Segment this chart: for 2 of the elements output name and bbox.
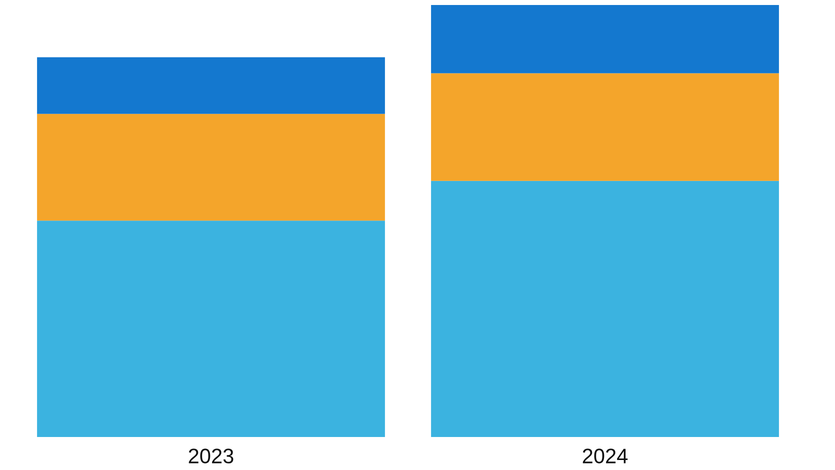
x-tick-label: 2023 <box>188 448 234 464</box>
x-tick-label: 2024 <box>582 448 628 464</box>
